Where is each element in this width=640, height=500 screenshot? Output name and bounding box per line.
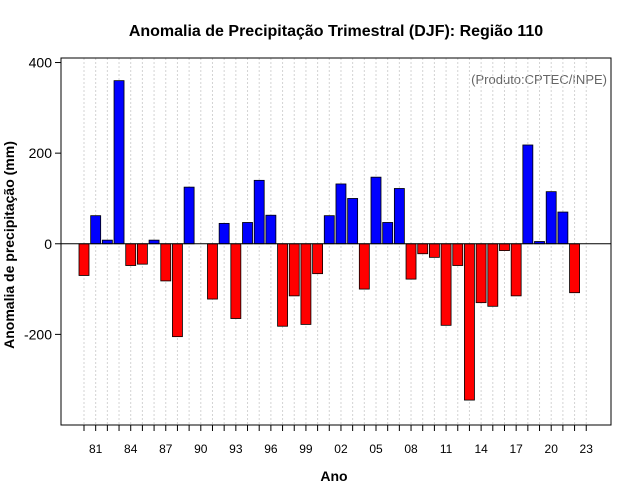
bar-14 [475, 243, 487, 304]
x-tick-label: 99 [299, 442, 313, 456]
bar-04 [358, 243, 370, 290]
bar-20 [545, 191, 557, 245]
y-tick-label: 200 [29, 145, 53, 161]
bar-96 [265, 214, 277, 245]
chart-title: Anomalia de Precipitação Trimestral (DJF… [129, 23, 543, 40]
x-tick-label: 81 [89, 442, 103, 456]
bar-85 [136, 243, 148, 265]
bar-83 [113, 80, 125, 245]
bar-82 [101, 239, 113, 245]
grid-layer [83, 58, 587, 425]
x-tick-label: 93 [229, 442, 243, 456]
x-tick-label: 87 [159, 442, 173, 456]
bar-12 [452, 243, 464, 266]
bar-11 [440, 243, 452, 326]
y-tick-label: 400 [29, 55, 53, 71]
bar-88 [172, 243, 183, 338]
bar-80 [78, 243, 90, 276]
bar-86 [148, 239, 160, 245]
axis-layer: -200 0 200 400 81 84 87 90 93 96 99 02 05 08 11 14 17 20 2… [24, 55, 611, 456]
bar-01 [323, 215, 335, 245]
x-tick-label: 20 [545, 442, 559, 456]
bar-02 [335, 183, 347, 245]
bar-22 [569, 243, 580, 294]
y-tick-label: 0 [44, 236, 52, 252]
bar-98 [288, 243, 300, 297]
x-tick-label: 96 [264, 442, 278, 456]
bar-99 [300, 243, 312, 325]
bar-95 [253, 179, 265, 245]
bar-03 [347, 198, 359, 245]
x-tick-label: 11 [440, 442, 453, 456]
y-axis-label: Anomalia de precipitação (mm) [1, 141, 17, 349]
bar-00 [312, 243, 324, 275]
x-tick-label: 05 [369, 442, 383, 456]
bar-94 [242, 222, 253, 245]
plot-frame [60, 57, 612, 426]
x-tick-label: 84 [124, 442, 138, 456]
y-tick-label: -200 [24, 326, 52, 342]
x-tick-label: 23 [580, 442, 594, 456]
x-tick-label: 08 [404, 442, 418, 456]
bar-10 [428, 243, 440, 258]
bar-05 [370, 176, 382, 245]
bar-81 [90, 215, 102, 245]
x-tick-label: 90 [194, 442, 208, 456]
x-tick-label: 02 [334, 442, 348, 456]
bar-89 [183, 186, 195, 245]
bar-06 [382, 222, 394, 245]
bar-17 [510, 243, 522, 297]
bar-07 [393, 188, 405, 245]
bar-92 [218, 222, 230, 245]
bar-13 [464, 243, 475, 401]
bar-18 [522, 144, 534, 245]
bar-91 [207, 243, 218, 300]
bar-93 [230, 243, 242, 319]
bar-87 [160, 243, 172, 282]
bars-layer [78, 80, 580, 401]
x-axis-label: Ano [320, 468, 347, 484]
bar-08 [405, 243, 417, 280]
x-tick-label: 17 [509, 442, 523, 456]
bar-84 [125, 243, 137, 266]
x-tick-label: 14 [474, 442, 488, 456]
bar-21 [557, 211, 569, 245]
bar-09 [417, 243, 429, 255]
bar-16 [499, 243, 510, 251]
bar-97 [277, 243, 288, 327]
bar-15 [487, 243, 499, 307]
